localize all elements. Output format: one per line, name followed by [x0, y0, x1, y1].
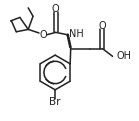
Text: Br: Br	[49, 97, 61, 107]
Text: NH: NH	[70, 29, 84, 39]
Text: OH: OH	[116, 51, 131, 61]
Text: O: O	[52, 4, 59, 14]
Text: O: O	[99, 21, 106, 31]
Text: O: O	[40, 30, 48, 40]
